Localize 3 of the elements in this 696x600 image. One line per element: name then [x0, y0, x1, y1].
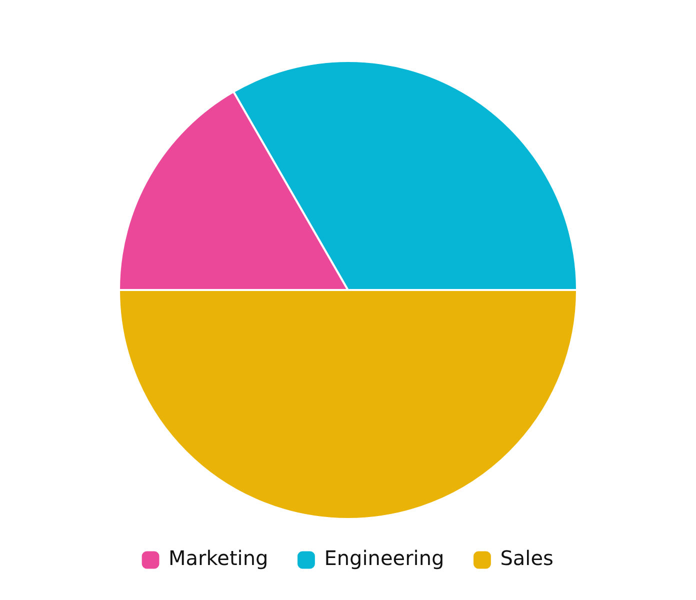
legend-label: Sales — [500, 546, 554, 570]
legend-label: Engineering — [324, 546, 444, 570]
legend-label: Marketing — [168, 546, 268, 570]
